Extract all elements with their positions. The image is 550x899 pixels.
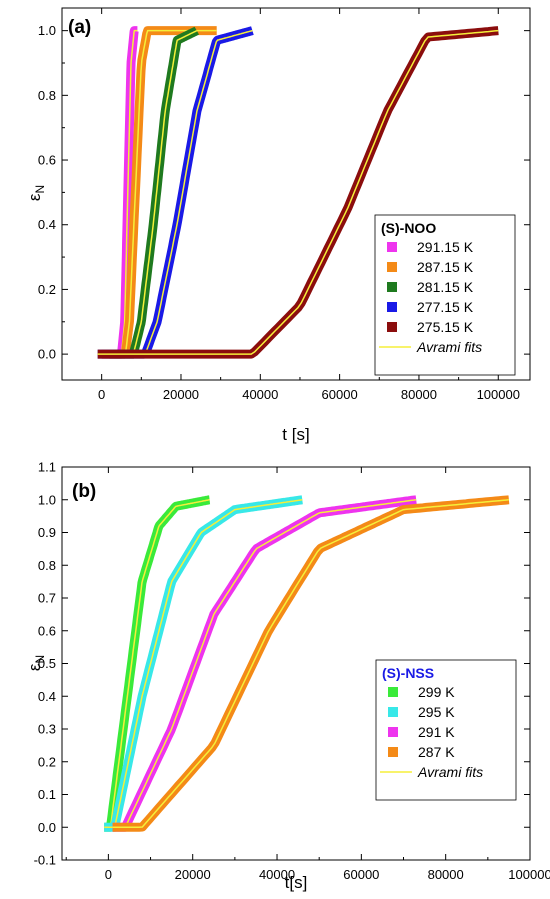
- x-tick-label-0-2: 40000: [242, 387, 278, 402]
- legend-title-0: (S)-NOO: [381, 220, 436, 236]
- legend-label-0-4: 275.15 K: [417, 319, 474, 335]
- y-tick-label-1-6: 0.5: [38, 656, 56, 671]
- y-tick-label-1-3: 0.2: [38, 754, 56, 769]
- plot-frame-0: [61, 7, 531, 381]
- y-tick-label-1-9: 0.8: [38, 558, 56, 573]
- y-tick-label-0-4: 0.8: [38, 88, 56, 103]
- y-tick-label-0-2: 0.4: [38, 217, 56, 232]
- y-tick-label-0-3: 0.6: [38, 153, 56, 168]
- y-tick-label-1-11: 1.0: [38, 492, 56, 507]
- x-axis-title-0: t [s]: [282, 425, 309, 444]
- y-tick-label-1-4: 0.3: [38, 722, 56, 737]
- legend-label-0-0: 291.15 K: [417, 239, 474, 255]
- legend-label-1-1: 295 K: [418, 704, 455, 720]
- y-axis-title-0: εN: [25, 185, 47, 201]
- series-line-1-2: [110, 495, 419, 832]
- y-tick-label-1-2: 0.1: [38, 787, 56, 802]
- y-tick-label-1-0: -0.1: [34, 853, 56, 868]
- legend-1: (S)-NSS 299 K 295 K 291 K 287 K Avrami fits: [375, 659, 517, 801]
- legend-label-1-3: 287 K: [418, 744, 455, 760]
- legend-0: (S)-NOO 291.15 K 287.15 K 281.15 K 277.15 K 2…: [374, 214, 516, 376]
- fit-line-1-2: [112, 499, 417, 829]
- y-axis-title-subscript-0: N: [33, 185, 47, 194]
- x-tick-label-1-2: 40000: [259, 867, 295, 882]
- legend-label-0-2: 281.15 K: [417, 279, 474, 295]
- x-tick-label-0-1: 20000: [163, 387, 199, 402]
- legend-title-1: (S)-NSS: [382, 665, 434, 681]
- y-tick-label-1-10: 0.9: [38, 525, 56, 540]
- legend-swatch-0-4: [387, 322, 397, 332]
- legend-swatch-0-2: [387, 282, 397, 292]
- legend-label-0-1: 287.15 K: [417, 259, 474, 275]
- x-tick-label-1-0: 0: [105, 867, 112, 882]
- panel-label-1: (b): [72, 481, 96, 502]
- y-axis-title-symbol-0: ε: [25, 193, 44, 201]
- plot-area-0: [94, 26, 500, 359]
- legend-fit-label-1: Avrami fits: [417, 764, 483, 780]
- fit-line-1-1: [104, 499, 303, 829]
- legend-box-0: [374, 214, 516, 376]
- x-axis-title-1: t[s]: [285, 873, 308, 892]
- y-tick-label-1-7: 0.6: [38, 623, 56, 638]
- y-tick-label-1-1: 0.0: [38, 820, 56, 835]
- y-tick-label-1-5: 0.4: [38, 689, 56, 704]
- y-tick-label-1-8: 0.7: [38, 591, 56, 606]
- chart-panel-1: 0 20000 40000 60000 80000 100000 -0.1 0.0 0.1 0.2…: [25, 460, 550, 893]
- legend-label-1-0: 299 K: [418, 684, 455, 700]
- y-axis-title-subscript-1: N: [33, 655, 47, 664]
- x-tick-label-0-0: 0: [98, 387, 105, 402]
- legend-swatch-1-1: [388, 707, 398, 717]
- x-tick-label-0-3: 60000: [322, 387, 358, 402]
- y-tick-label-0-0: 0.0: [38, 347, 56, 362]
- legend-swatch-1-3: [388, 747, 398, 757]
- plot-area-1: [100, 495, 511, 832]
- chart-panel-0: 0 20000 40000 60000 80000 100000 0.0 0.2 0.4 0.6 0…: [25, 7, 531, 444]
- y-axis-title-1: εN: [25, 655, 47, 671]
- x-tick-label-0-4: 80000: [401, 387, 437, 402]
- y-tick-label-0-5: 1.0: [38, 23, 56, 38]
- legend-fit-label-0: Avrami fits: [416, 339, 482, 355]
- y-tick-label-1-12: 1.1: [38, 460, 56, 475]
- legend-box-1: [375, 659, 517, 801]
- fit-line-1-3: [112, 499, 509, 829]
- legend-label-0-3: 277.15 K: [417, 299, 474, 315]
- x-tick-label-1-1: 20000: [175, 867, 211, 882]
- fit-line-0-4: [97, 29, 499, 355]
- legend-swatch-1-0: [388, 687, 398, 697]
- y-axis-title-symbol-1: ε: [25, 663, 44, 671]
- legend-swatch-0-1: [387, 262, 397, 272]
- x-tick-label-1-4: 80000: [428, 867, 464, 882]
- panel-label-0: (a): [68, 17, 91, 38]
- x-tick-label-1-3: 60000: [343, 867, 379, 882]
- fit-line-1-0: [104, 499, 210, 829]
- legend-swatch-1-2: [388, 727, 398, 737]
- legend-swatch-0-3: [387, 302, 397, 312]
- x-tick-label-1-5: 100000: [508, 867, 550, 882]
- legend-swatch-0-0: [387, 242, 397, 252]
- legend-label-1-2: 291 K: [418, 724, 455, 740]
- x-tick-label-0-5: 100000: [477, 387, 520, 402]
- y-tick-label-0-1: 0.2: [38, 282, 56, 297]
